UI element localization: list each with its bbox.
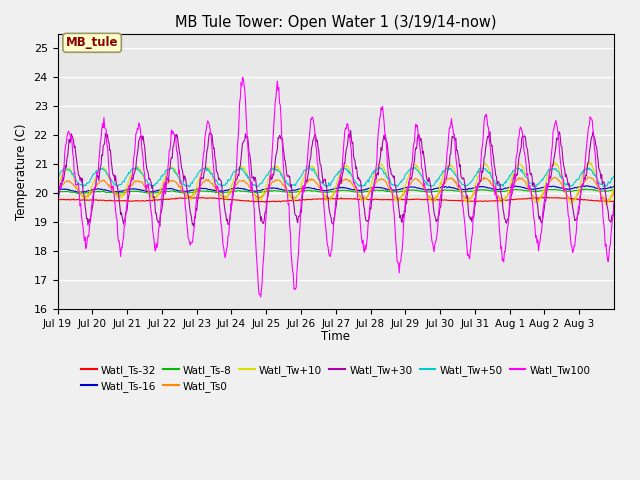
Text: MB_tule: MB_tule	[66, 36, 118, 49]
Legend: Watl_Ts-32, Watl_Ts-16, Watl_Ts-8, Watl_Ts0, Watl_Tw+10, Watl_Tw+30, Watl_Tw+50,: Watl_Ts-32, Watl_Ts-16, Watl_Ts-8, Watl_…	[77, 361, 595, 396]
X-axis label: Time: Time	[321, 330, 350, 343]
Title: MB Tule Tower: Open Water 1 (3/19/14-now): MB Tule Tower: Open Water 1 (3/19/14-now…	[175, 15, 497, 30]
Y-axis label: Temperature (C): Temperature (C)	[15, 123, 28, 220]
